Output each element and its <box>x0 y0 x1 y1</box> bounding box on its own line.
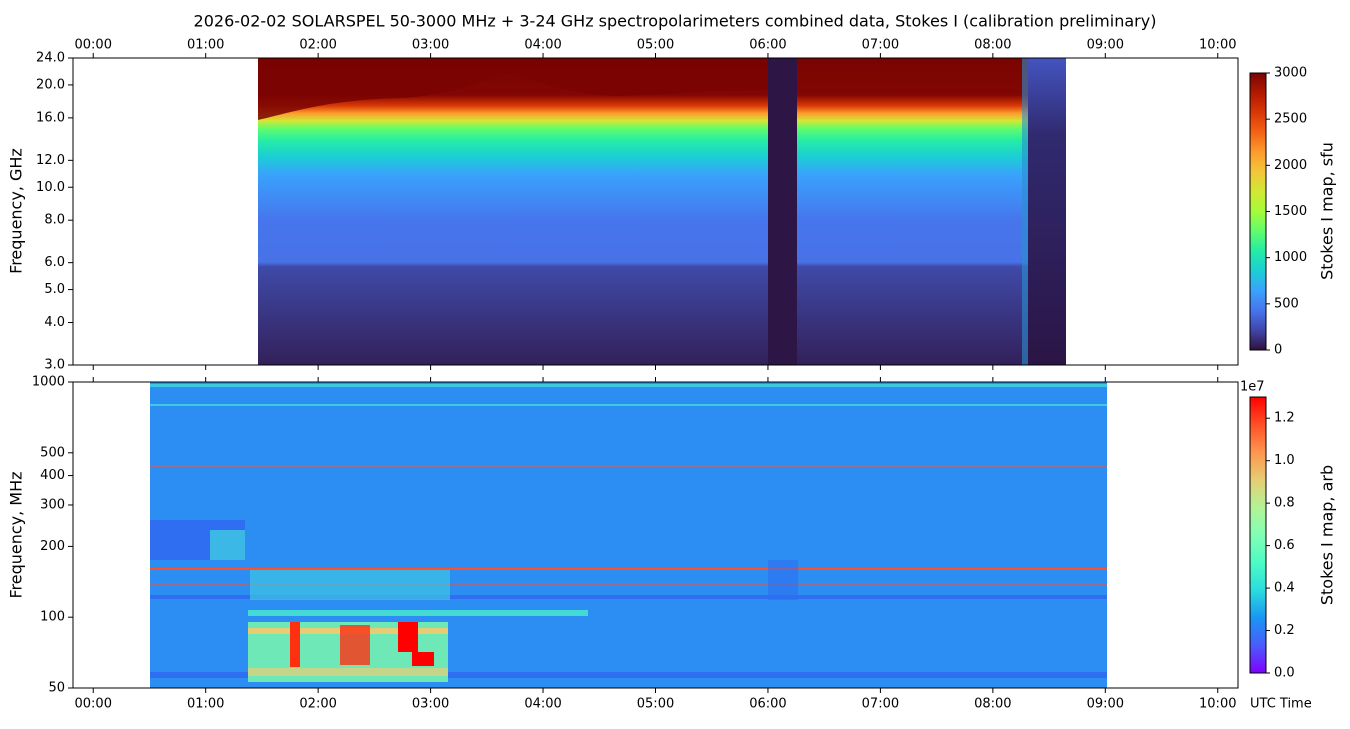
x-tick-label: 04:00 <box>524 38 561 53</box>
y-axis-label: Frequency, MHz <box>7 471 26 598</box>
colorbar-tick-label: 0.8 <box>1274 496 1295 511</box>
spectrogram-image <box>398 622 418 652</box>
spectrogram-image <box>290 622 300 667</box>
spectrogram-image <box>340 625 370 665</box>
y-tick-label: 12.0 <box>36 153 65 168</box>
colorbar-tick-label: 1.0 <box>1274 453 1295 468</box>
y-tick-label: 16.0 <box>36 110 65 125</box>
colorbar-tick-label: 3000 <box>1274 66 1307 81</box>
colorbar <box>1249 72 1267 351</box>
spectrogram-image <box>210 530 245 560</box>
x-tick-label: 10:00 <box>1199 38 1236 53</box>
colorbar-tick-label: 0.6 <box>1274 538 1295 553</box>
spectrogram-image <box>248 668 448 676</box>
y-tick-label: 24.0 <box>36 51 65 66</box>
spectrogram-image <box>258 58 768 120</box>
spectrogram-image <box>768 560 798 600</box>
colorbar <box>1249 396 1267 674</box>
x-tick-label: 06:00 <box>749 697 786 712</box>
y-tick-label: 50 <box>48 681 65 696</box>
x-tick-label: 09:00 <box>1087 697 1124 712</box>
x-tick-label: 02:00 <box>299 697 336 712</box>
y-tick-label: 4.0 <box>44 315 65 330</box>
x-tick-label: 02:00 <box>299 38 336 53</box>
y-tick-label: 100 <box>40 610 65 625</box>
y-tick-label: 10.0 <box>36 180 65 195</box>
spectrogram-image <box>150 583 1107 585</box>
y-tick-label: 200 <box>40 539 65 554</box>
spectrogram-image <box>248 610 588 616</box>
y-tick-label: 5.0 <box>44 282 65 297</box>
spectrogram-image <box>150 404 1107 406</box>
colorbar-tick-label: 0.4 <box>1274 581 1295 596</box>
spectrogram-image <box>150 384 1107 387</box>
x-tick-label: 06:00 <box>749 38 786 53</box>
spectrogram-image <box>1022 58 1030 365</box>
y-tick-label: 20.0 <box>36 77 65 92</box>
spectrogram-image <box>150 595 1107 599</box>
colorbar-tick-label: 1.2 <box>1274 411 1295 426</box>
colorbar-tick-label: 0.2 <box>1274 623 1295 638</box>
x-tick-label: 04:00 <box>524 697 561 712</box>
y-tick-label: 500 <box>40 445 65 460</box>
x-tick-label: 00:00 <box>75 697 112 712</box>
y-axis-label: Frequency, GHz <box>7 148 26 274</box>
colorbar-tick-label: 1000 <box>1274 250 1307 265</box>
colorbar-tick-label: 0.0 <box>1274 666 1295 681</box>
x-tick-label: 05:00 <box>637 38 674 53</box>
spectrogram-top <box>258 58 1066 365</box>
colorbar-offset: 1e7 <box>1240 380 1265 395</box>
y-tick-label: 300 <box>40 497 65 512</box>
colorbar-tick-label: 0 <box>1274 343 1282 358</box>
x-tick-label: 00:00 <box>75 38 112 53</box>
colorbar-tick-label: 2500 <box>1274 112 1307 127</box>
x-tick-label: 03:00 <box>412 697 449 712</box>
y-tick-label: 6.0 <box>44 255 65 270</box>
y-tick-label: 1000 <box>32 375 65 390</box>
x-tick-label: 05:00 <box>637 697 674 712</box>
spectrogram-image <box>150 672 1107 678</box>
spectrogram-image <box>412 652 434 666</box>
x-tick-label: 10:00 <box>1199 697 1236 712</box>
spectrogram-bottom <box>150 382 1107 688</box>
y-tick-label: 3.0 <box>44 358 65 373</box>
spectrogram-gap <box>1028 58 1066 365</box>
y-tick-label: 400 <box>40 468 65 483</box>
colorbar-label: Stokes I map, sfu <box>1318 142 1337 280</box>
x-axis-label: UTC Time <box>1250 697 1312 712</box>
colorbar-label: Stokes I map, arb <box>1318 465 1337 605</box>
x-tick-label: 03:00 <box>412 38 449 53</box>
x-tick-label: 07:00 <box>862 38 899 53</box>
colorbar-tick-label: 500 <box>1274 296 1299 311</box>
x-tick-label: 09:00 <box>1087 38 1124 53</box>
x-tick-label: 01:00 <box>187 697 224 712</box>
x-tick-label: 01:00 <box>187 38 224 53</box>
x-tick-label: 08:00 <box>974 38 1011 53</box>
chart-title: 2026-02-02 SOLARSPEL 50-3000 MHz + 3-24 … <box>194 12 1157 31</box>
spectrogram-image <box>150 568 1107 570</box>
colorbar-tick-label: 1500 <box>1274 204 1307 219</box>
spectrogram-image <box>250 570 450 600</box>
x-tick-label: 07:00 <box>862 697 899 712</box>
spectrogram-image <box>258 58 1066 365</box>
spectrogram-gap <box>768 58 797 365</box>
colorbar-tick-label: 2000 <box>1274 158 1307 173</box>
spectrogram-image <box>150 465 1107 467</box>
x-tick-label: 08:00 <box>974 697 1011 712</box>
y-tick-label: 8.0 <box>44 213 65 228</box>
